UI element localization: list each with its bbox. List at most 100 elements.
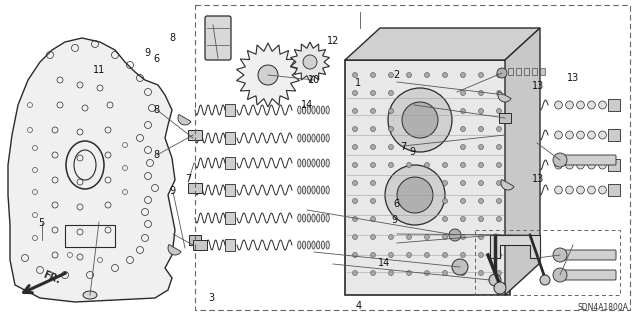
Ellipse shape — [317, 134, 320, 142]
Text: 9: 9 — [410, 146, 416, 157]
Circle shape — [497, 181, 502, 186]
Bar — [532, 68, 537, 75]
Circle shape — [353, 198, 358, 204]
Ellipse shape — [326, 214, 330, 222]
Circle shape — [497, 127, 502, 131]
Bar — [345, 60, 510, 295]
Circle shape — [461, 108, 465, 114]
Ellipse shape — [298, 106, 301, 114]
Wedge shape — [498, 92, 511, 102]
Polygon shape — [291, 42, 330, 82]
Ellipse shape — [577, 131, 584, 139]
Ellipse shape — [307, 106, 310, 114]
FancyBboxPatch shape — [205, 16, 231, 60]
Ellipse shape — [555, 186, 563, 194]
Circle shape — [479, 198, 483, 204]
Text: 8: 8 — [154, 105, 160, 115]
Circle shape — [371, 253, 376, 257]
Ellipse shape — [555, 101, 563, 109]
Ellipse shape — [598, 161, 606, 169]
Circle shape — [353, 234, 358, 240]
Bar — [508, 68, 513, 75]
Circle shape — [497, 72, 502, 78]
Circle shape — [461, 181, 465, 186]
Text: 9: 9 — [144, 48, 150, 58]
Ellipse shape — [555, 161, 563, 169]
Circle shape — [303, 55, 317, 69]
Ellipse shape — [298, 134, 301, 142]
Bar — [65, 225, 115, 247]
Circle shape — [424, 253, 429, 257]
Circle shape — [388, 162, 394, 167]
Circle shape — [371, 234, 376, 240]
Text: 7: 7 — [400, 142, 406, 152]
Bar — [516, 68, 521, 75]
Circle shape — [442, 271, 447, 276]
Bar — [524, 68, 529, 75]
Ellipse shape — [566, 131, 573, 139]
Circle shape — [371, 271, 376, 276]
Circle shape — [461, 271, 465, 276]
Ellipse shape — [326, 241, 330, 249]
Circle shape — [461, 217, 465, 221]
Ellipse shape — [307, 134, 310, 142]
Text: 13: 13 — [531, 174, 544, 184]
Ellipse shape — [317, 106, 320, 114]
Circle shape — [497, 217, 502, 221]
Text: 12: 12 — [326, 36, 339, 47]
Circle shape — [371, 127, 376, 131]
Ellipse shape — [321, 106, 324, 114]
FancyBboxPatch shape — [559, 250, 616, 260]
Circle shape — [461, 198, 465, 204]
Ellipse shape — [303, 241, 306, 249]
Circle shape — [442, 198, 447, 204]
Ellipse shape — [317, 241, 320, 249]
Wedge shape — [501, 180, 514, 190]
Bar — [608, 99, 620, 111]
Circle shape — [406, 234, 412, 240]
Text: 14: 14 — [301, 100, 314, 110]
FancyBboxPatch shape — [559, 155, 616, 165]
Circle shape — [388, 234, 394, 240]
Circle shape — [371, 162, 376, 167]
Ellipse shape — [303, 106, 306, 114]
Circle shape — [371, 145, 376, 150]
Ellipse shape — [312, 241, 315, 249]
Ellipse shape — [303, 159, 306, 167]
Circle shape — [442, 234, 447, 240]
Circle shape — [353, 217, 358, 221]
Circle shape — [479, 181, 483, 186]
Circle shape — [461, 234, 465, 240]
Bar — [225, 184, 235, 196]
Ellipse shape — [588, 161, 595, 169]
Ellipse shape — [577, 101, 584, 109]
Circle shape — [371, 217, 376, 221]
Circle shape — [449, 229, 461, 241]
Text: 11: 11 — [93, 65, 106, 75]
Circle shape — [424, 234, 429, 240]
Bar — [499, 113, 511, 123]
Circle shape — [442, 253, 447, 257]
Ellipse shape — [303, 186, 306, 194]
Circle shape — [497, 253, 502, 257]
Circle shape — [479, 271, 483, 276]
Ellipse shape — [303, 214, 306, 222]
Circle shape — [497, 145, 502, 150]
Ellipse shape — [303, 134, 306, 142]
Circle shape — [353, 253, 358, 257]
FancyBboxPatch shape — [559, 270, 616, 280]
Circle shape — [461, 91, 465, 95]
Polygon shape — [8, 38, 175, 302]
Circle shape — [388, 271, 394, 276]
Polygon shape — [505, 28, 540, 295]
Polygon shape — [237, 43, 300, 107]
Ellipse shape — [312, 134, 315, 142]
Circle shape — [406, 72, 412, 78]
Circle shape — [442, 181, 447, 186]
Ellipse shape — [312, 159, 315, 167]
Text: 4: 4 — [355, 301, 362, 311]
Circle shape — [479, 253, 483, 257]
Circle shape — [406, 271, 412, 276]
Bar — [225, 132, 235, 144]
Circle shape — [461, 253, 465, 257]
